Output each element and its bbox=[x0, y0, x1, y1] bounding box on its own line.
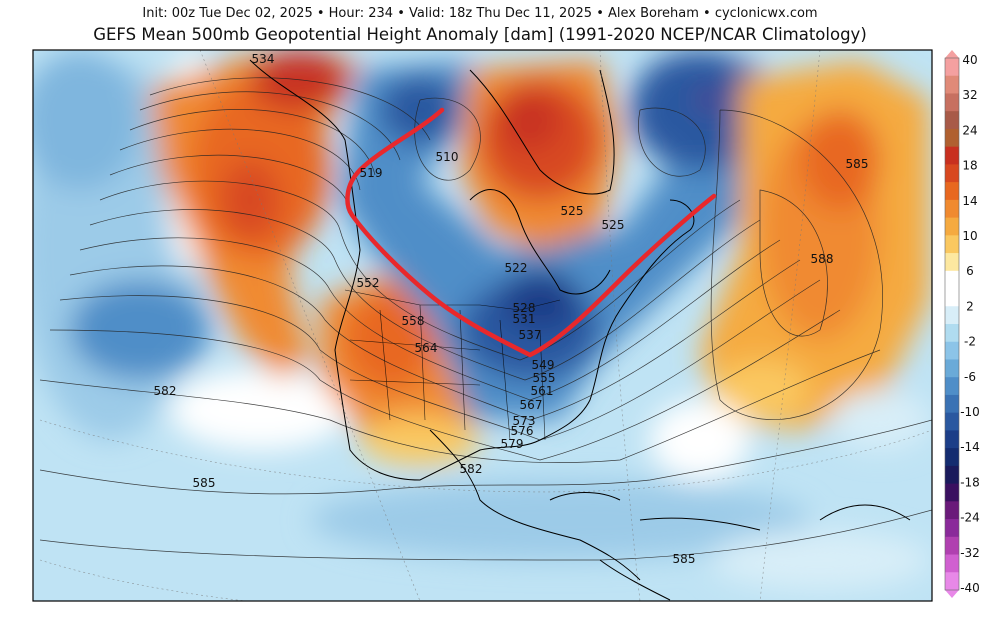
colorbar-segment bbox=[945, 394, 959, 414]
colorbar-segment bbox=[945, 75, 959, 94]
colorbar-segment bbox=[945, 111, 959, 130]
colorbar-segment bbox=[945, 270, 959, 290]
colorbar-tick-label: 18 bbox=[962, 159, 977, 173]
contour-labels: 5345195105255255225285315375525585645495… bbox=[154, 52, 869, 566]
contour-label: 522 bbox=[505, 261, 528, 275]
colorbar-tick-label: -2 bbox=[964, 335, 976, 349]
colorbar-top-arrow bbox=[945, 50, 959, 58]
colorbar-bottom-arrow bbox=[945, 590, 959, 598]
colorbar-segment bbox=[945, 377, 959, 396]
contour-label: 588 bbox=[811, 252, 834, 266]
colorbar-segment bbox=[945, 182, 959, 201]
colorbar-tick-label: 32 bbox=[962, 88, 977, 102]
contour-label: 534 bbox=[252, 52, 275, 66]
colorbar-tick-label: -18 bbox=[960, 475, 980, 489]
coastlines bbox=[249, 59, 911, 601]
colorbar-tick-label: 6 bbox=[966, 264, 974, 278]
chart-title: GEFS Mean 500mb Geopotential Height Anom… bbox=[93, 25, 867, 44]
contour-label: 579 bbox=[501, 437, 524, 451]
map-border bbox=[32, 49, 933, 602]
colorbar-segment bbox=[945, 465, 959, 485]
colorbar-segment bbox=[945, 448, 959, 467]
colorbar-tick-label: -6 bbox=[964, 370, 976, 384]
colorbar-segment bbox=[945, 164, 959, 183]
run-info-subtitle: Init: 00z Tue Dec 02, 2025 • Hour: 234 •… bbox=[142, 6, 818, 21]
colorbar-segment bbox=[945, 253, 959, 272]
contour-label: 531 bbox=[513, 312, 536, 326]
contour-label: 561 bbox=[531, 384, 554, 398]
colorbar-tick-label: 24 bbox=[962, 123, 977, 137]
colorbar-segment bbox=[945, 536, 959, 556]
contour-label: 552 bbox=[357, 276, 380, 290]
colorbar-segment bbox=[945, 359, 959, 378]
contour-label: 573 bbox=[513, 414, 536, 428]
colorbar-tick-label: -32 bbox=[960, 546, 980, 560]
colorbar-segment bbox=[945, 324, 959, 343]
colorbar-segment bbox=[945, 519, 959, 538]
colorbar-segment bbox=[945, 128, 959, 148]
colorbar-segment bbox=[945, 288, 959, 307]
colorbar-segment bbox=[945, 554, 959, 573]
colorbar-tick-label: 2 bbox=[966, 299, 974, 313]
graticule bbox=[39, 50, 932, 601]
colorbar-tick-label: 14 bbox=[962, 194, 977, 208]
contour-label: 582 bbox=[460, 462, 483, 476]
colorbar-segment bbox=[945, 306, 959, 325]
contour-label: 525 bbox=[561, 204, 584, 218]
colorbar: 40 32 24 18 14 10 6 2 -2 -6 -10 -14 -18 -24 -32 -40 bbox=[944, 50, 980, 598]
contour-label: 555 bbox=[533, 371, 556, 385]
colorbar-segment bbox=[945, 235, 959, 254]
contour-label: 549 bbox=[532, 358, 555, 372]
colorbar-tick-label: 40 bbox=[962, 53, 977, 67]
colorbar-segment bbox=[945, 217, 959, 236]
colorbar-tick-label: -24 bbox=[960, 511, 980, 525]
height-contours bbox=[39, 77, 932, 561]
contour-label: 528 bbox=[513, 301, 536, 315]
anomaly-fill bbox=[33, 50, 930, 590]
colorbar-segment bbox=[945, 572, 959, 591]
contour-label: 558 bbox=[402, 314, 425, 328]
colorbar-segment bbox=[945, 412, 959, 431]
colorbar-segment bbox=[945, 483, 959, 502]
colorbar-tick-label: -14 bbox=[960, 440, 980, 454]
contour-label: 585 bbox=[193, 476, 216, 490]
map-panel bbox=[33, 50, 932, 601]
borders bbox=[344, 289, 561, 441]
colorbar-tick-label: -10 bbox=[960, 405, 980, 419]
colorbar-segment bbox=[945, 430, 959, 449]
contour-label: 537 bbox=[519, 328, 542, 342]
colorbar-tick-label: -40 bbox=[960, 581, 980, 595]
colorbar-tick-label: 10 bbox=[962, 229, 977, 243]
contour-label: 567 bbox=[520, 398, 543, 412]
contour-label: 585 bbox=[846, 157, 869, 171]
colorbar-segment bbox=[945, 93, 959, 112]
colorbar-segment bbox=[945, 501, 959, 520]
colorbar-segment bbox=[945, 146, 959, 165]
contour-label: 585 bbox=[673, 552, 696, 566]
contour-label: 576 bbox=[511, 424, 534, 438]
contour-label: 525 bbox=[602, 218, 625, 232]
colorbar-segment bbox=[945, 199, 959, 219]
contour-label: 564 bbox=[415, 341, 438, 355]
trough-axis-line bbox=[345, 107, 717, 358]
colorbar-segment bbox=[945, 341, 959, 360]
contour-label: 582 bbox=[154, 384, 177, 398]
contour-label: 510 bbox=[436, 150, 459, 164]
contour-label: 519 bbox=[360, 166, 383, 180]
colorbar-segment bbox=[945, 58, 959, 77]
